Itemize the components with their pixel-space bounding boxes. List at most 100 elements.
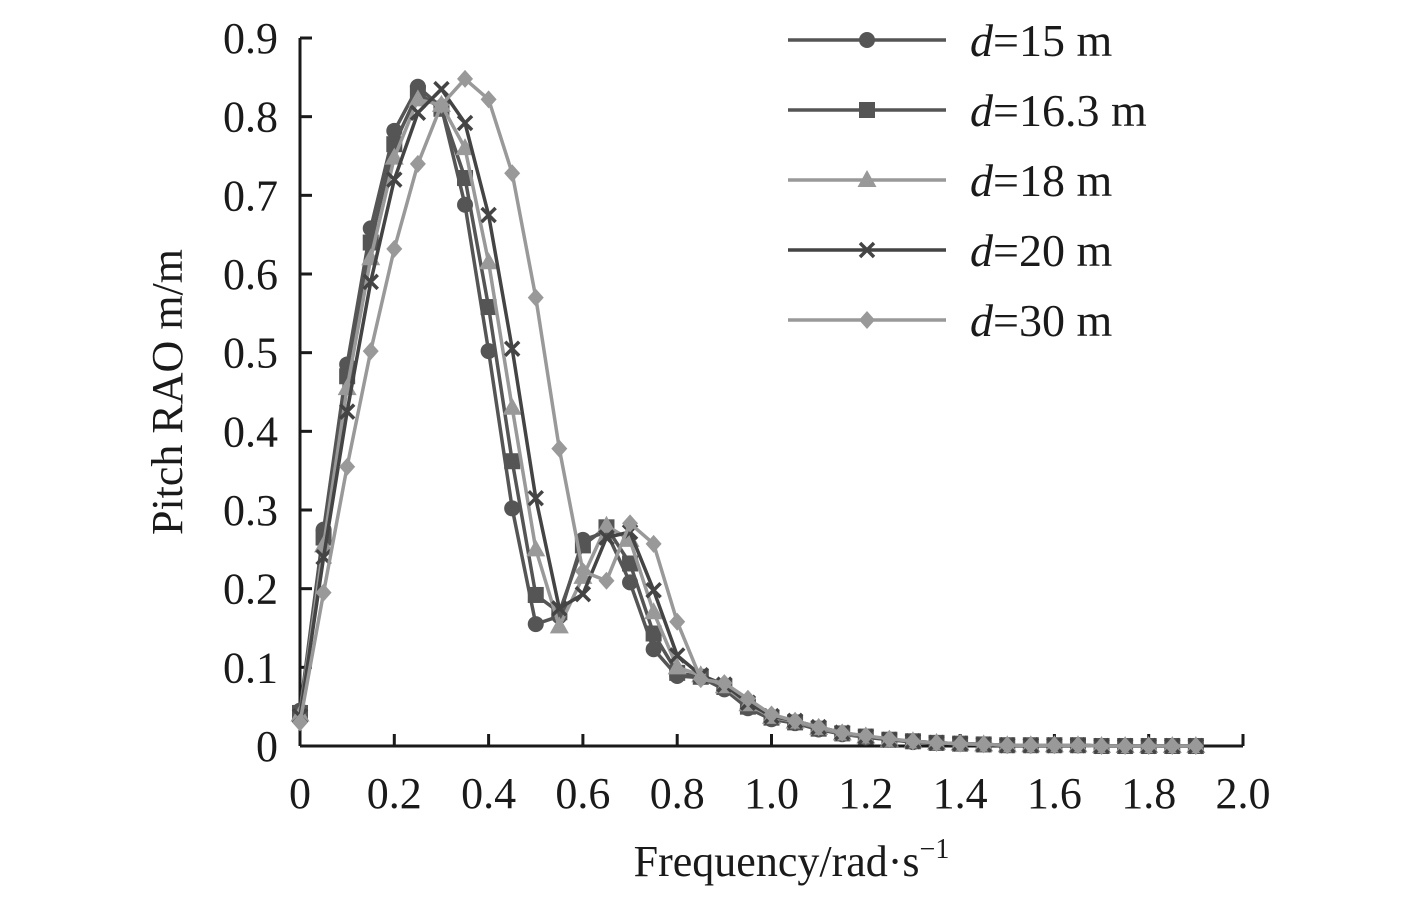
data-point — [692, 670, 709, 689]
data-point — [408, 89, 428, 107]
legend-label: d=16.3 m — [970, 85, 1147, 136]
data-point — [668, 647, 686, 664]
data-point — [527, 586, 544, 603]
data-point — [433, 80, 450, 98]
data-point — [857, 726, 874, 745]
legend-label-value: =15 m — [993, 15, 1112, 66]
data-point — [574, 585, 592, 603]
data-point — [480, 90, 497, 109]
legend-entry: d=30 m — [788, 295, 1112, 346]
data-point — [645, 625, 662, 642]
data-point — [362, 273, 379, 291]
data-point — [314, 535, 334, 553]
legend-marker — [859, 32, 875, 48]
data-point — [362, 342, 379, 361]
legend-label-value: =16.3 m — [993, 85, 1147, 136]
data-point — [622, 555, 639, 572]
data-point — [526, 539, 546, 557]
data-point — [503, 340, 521, 357]
data-point — [551, 600, 568, 617]
legend-marker — [857, 170, 877, 187]
data-point — [716, 674, 733, 693]
data-point — [598, 529, 615, 546]
y-tick-label: 0.9 — [223, 14, 278, 63]
data-point — [810, 718, 827, 737]
data-point — [667, 657, 687, 675]
data-point — [384, 147, 404, 165]
legend-label-variable: d — [970, 15, 994, 66]
data-point — [1069, 736, 1086, 755]
data-point — [338, 403, 356, 420]
data-point — [834, 723, 851, 742]
data-point — [480, 299, 497, 316]
x-tick-label: 1.2 — [838, 769, 893, 818]
data-point — [645, 582, 662, 599]
x-tick-label: 0.6 — [555, 769, 610, 818]
data-point — [480, 343, 497, 360]
data-point — [433, 95, 450, 114]
data-point — [645, 641, 662, 658]
y-tick-label: 0.1 — [223, 643, 278, 692]
y-tick-label: 0.5 — [223, 329, 278, 378]
data-point — [504, 453, 521, 470]
y-tick-label: 0.3 — [223, 486, 278, 535]
legend-label: d=18 m — [970, 155, 1112, 206]
data-point — [292, 713, 308, 732]
data-point — [504, 500, 521, 517]
x-tick-label: 0 — [289, 769, 311, 818]
data-point — [596, 515, 616, 533]
legend-label-value: =18 m — [993, 155, 1112, 206]
data-point — [549, 616, 569, 634]
data-point — [551, 439, 568, 458]
legend-entry: d=15 m — [788, 15, 1112, 66]
x-axis-title-main: Frequency/rad·s — [634, 837, 920, 886]
data-point — [881, 729, 898, 748]
legend-entry: d=16.3 m — [788, 85, 1147, 136]
y-tick-label: 0.8 — [223, 93, 278, 142]
x-tick-label: 1.6 — [1027, 769, 1082, 818]
data-point — [1022, 736, 1039, 755]
legend-marker — [859, 102, 875, 118]
data-point — [622, 514, 639, 533]
legend-label-variable: d — [970, 85, 994, 136]
data-point — [1117, 737, 1134, 755]
legend-entry: d=18 m — [788, 155, 1112, 206]
data-point — [645, 534, 662, 553]
data-point — [527, 288, 544, 307]
data-point — [1187, 737, 1204, 755]
data-point — [999, 736, 1016, 755]
data-point — [952, 734, 969, 753]
legend-marker — [859, 311, 875, 329]
data-point — [669, 612, 686, 631]
data-point — [928, 733, 945, 752]
legend-label-value: =20 m — [993, 225, 1112, 276]
data-point — [598, 571, 615, 590]
legend: d=15 md=16.3 md=18 md=20 md=30 m — [788, 15, 1147, 346]
data-point — [975, 735, 992, 754]
y-tick-label: 0.4 — [223, 407, 278, 456]
data-point — [456, 114, 474, 132]
data-point — [763, 705, 780, 724]
data-point — [1046, 736, 1063, 755]
data-point — [339, 457, 356, 476]
data-point — [574, 562, 591, 581]
y-tick-label: 0.7 — [223, 171, 278, 220]
y-ticks: 0 0.1 0.2 0.3 0.4 0.5 0.6 0.7 0.8 0.9 — [223, 14, 312, 771]
x-tick-label: 1.8 — [1121, 769, 1176, 818]
x-tick-label: 1.0 — [744, 769, 799, 818]
data-point — [527, 489, 544, 507]
data-point — [1093, 737, 1110, 755]
data-point — [409, 104, 427, 121]
data-point — [386, 239, 403, 258]
y-axis-title: Pitch RAO m/m — [143, 249, 192, 535]
x-tick-label: 1.4 — [933, 769, 988, 818]
data-point — [787, 711, 804, 730]
data-point — [527, 616, 544, 633]
legend-marker — [858, 241, 876, 259]
x-axis-title: Frequency/rad·s−1 — [634, 834, 950, 886]
legend-label-value: =30 m — [993, 295, 1112, 346]
data-point — [739, 689, 756, 708]
x-tick-label: 0.4 — [461, 769, 516, 818]
x-ticks: 0 0.2 0.4 0.6 0.8 1.0 1.2 1.4 1.6 1.8 2.0 — [289, 734, 1271, 818]
